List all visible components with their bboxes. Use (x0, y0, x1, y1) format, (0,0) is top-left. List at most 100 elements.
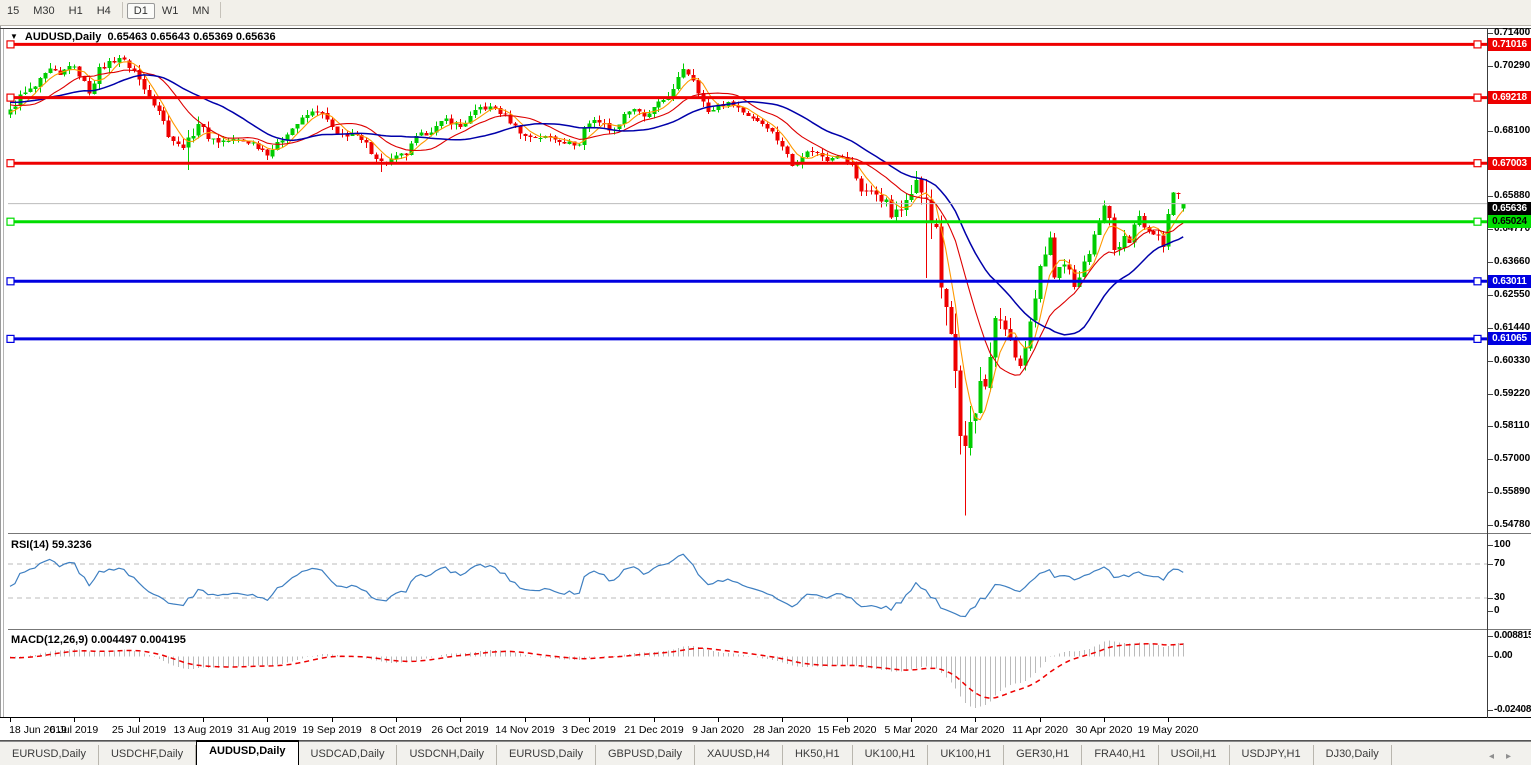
tab-scroll-right-icon[interactable]: ▸ (1505, 751, 1523, 762)
price-tick-label: 0.68100 (1494, 125, 1531, 136)
chart-tab-usdjpy-h1[interactable]: USDJPY,H1 (1230, 745, 1314, 765)
price-tick (1488, 33, 1493, 34)
price-tick (1488, 426, 1493, 427)
toolbar-separator (121, 1, 123, 18)
time-tick-label: 15 Feb 2020 (817, 724, 877, 736)
macd-label: MACD(12,26,9) 0.004497 0.004195 (11, 634, 186, 646)
hline-anchor-marker[interactable] (6, 93, 15, 102)
timeframe-button-h4[interactable]: H4 (96, 5, 111, 17)
time-tick-label: 31 Aug 2019 (237, 724, 297, 736)
hline-anchor-marker[interactable] (1473, 277, 1482, 286)
price-tick-label: 0.57000 (1494, 453, 1531, 464)
price-level-badge: 0.61065 (1488, 332, 1531, 345)
macd-scale-label: 0.008815 (1494, 630, 1531, 641)
time-tick (1040, 718, 1041, 722)
timeframe-button-15[interactable]: 15 (7, 5, 20, 17)
chart-title: ▼ AUDUSD,Daily 0.65463 0.65643 0.65369 0.… (10, 31, 276, 43)
time-tick (782, 718, 783, 722)
rsi-scale-tick (1488, 545, 1493, 546)
chart-tab-xauusd-h4[interactable]: XAUUSD,H4 (695, 745, 783, 765)
time-tick (1168, 718, 1169, 722)
time-tick-label: 13 Aug 2019 (173, 724, 233, 736)
hline-anchor-marker[interactable] (1473, 93, 1482, 102)
rsi-line (9, 553, 1184, 618)
time-tick-label: 21 Dec 2019 (624, 724, 684, 736)
time-tick-label: 5 Mar 2020 (884, 724, 938, 736)
rsi-scale-label: 70 (1494, 558, 1506, 569)
time-tick-label: 11 Apr 2020 (1012, 724, 1068, 736)
macd-scale-label: 0.00 (1494, 650, 1513, 661)
time-tick (718, 718, 719, 722)
macd-scale-tick (1488, 710, 1493, 711)
timeframe-button-mn[interactable]: MN (192, 5, 210, 17)
current-price-badge: 0.65636 (1488, 202, 1531, 215)
price-tick-label: 0.64770 (1494, 223, 1531, 234)
hline-anchor-marker[interactable] (6, 40, 15, 49)
price-tick-label: 0.62550 (1494, 289, 1531, 300)
chart-tab-eurusd-daily[interactable]: EURUSD,Daily (0, 745, 99, 765)
time-tick (847, 718, 848, 722)
chart-tab-ger30-h1[interactable]: GER30,H1 (1004, 745, 1083, 765)
time-tick-label: 26 Oct 2019 (431, 724, 489, 736)
time-tick-label: 9 Jan 2020 (692, 724, 744, 736)
ma-slow-line (10, 74, 1184, 336)
window-border (0, 26, 1, 740)
rsi-scale-label: 30 (1494, 592, 1506, 603)
price-level-badge: 0.67003 (1488, 157, 1531, 170)
rsi-scale-tick (1488, 564, 1493, 565)
macd-scale-tick (1488, 656, 1493, 657)
timeframe-button-m30[interactable]: M30 (33, 5, 55, 17)
time-tick-label: 19 Sep 2019 (302, 724, 362, 736)
chart-tab-uk100-h1[interactable]: UK100,H1 (928, 745, 1005, 765)
macd-histogram (10, 640, 1184, 708)
price-tick (1488, 66, 1493, 67)
rsi-scale-label: 0 (1494, 605, 1500, 616)
chart-tab-usdchf-daily[interactable]: USDCHF,Daily (99, 745, 197, 765)
chart-tab-usdcnh-daily[interactable]: USDCNH,Daily (397, 745, 498, 765)
chart-tab-audusd-daily[interactable]: AUDUSD,Daily (196, 740, 299, 765)
chart-tab-gbpusd-daily[interactable]: GBPUSD,Daily (596, 745, 695, 765)
hline-anchor-marker[interactable] (1473, 159, 1482, 168)
chart-tab-usdcad-daily[interactable]: USDCAD,Daily (299, 745, 398, 765)
hline-anchor-marker[interactable] (1473, 334, 1482, 343)
price-tick (1488, 361, 1493, 362)
hline-anchor-marker[interactable] (6, 277, 15, 286)
chart-tab-dj30-daily[interactable]: DJ30,Daily (1314, 745, 1392, 765)
chart-tab-usoil-h1[interactable]: USOil,H1 (1159, 745, 1230, 765)
time-tick (911, 718, 912, 722)
timeframe-button-w1[interactable]: W1 (161, 5, 179, 17)
price-tick (1488, 131, 1493, 132)
timeframe-button-h1[interactable]: H1 (68, 5, 83, 17)
price-tick (1488, 328, 1493, 329)
price-level-badge: 0.65024 (1488, 215, 1531, 228)
time-scale[interactable]: 18 Jun 2019 6 Jul 2019 25 Jul 2019 13 Aug 2… (0, 718, 1531, 740)
hline-anchor-marker[interactable] (1473, 217, 1482, 226)
timeframe-button-d1[interactable]: D1 (126, 3, 155, 19)
tab-scroll-left-icon[interactable]: ◂ (1488, 751, 1506, 762)
time-tick-label: 28 Jan 2020 (753, 724, 811, 736)
macd-scale-tick (1488, 636, 1493, 637)
rsi-scale-tick (1488, 611, 1493, 612)
time-tick (74, 718, 75, 722)
chart-tab-uk100-h1[interactable]: UK100,H1 (853, 745, 929, 765)
rsi-label: RSI(14) 59.3236 (11, 539, 92, 551)
price-tick-label: 0.60330 (1494, 355, 1531, 366)
chart-tab-eurusd-daily[interactable]: EURUSD,Daily (497, 745, 596, 765)
time-tick-label: 19 May 2020 (1137, 724, 1199, 736)
hline-anchor-marker[interactable] (6, 217, 15, 226)
chart-tab-fra40-h1[interactable]: FRA40,H1 (1082, 745, 1159, 765)
chart-tab-hk50-h1[interactable]: HK50,H1 (783, 745, 853, 765)
hline-anchor-marker[interactable] (6, 334, 15, 343)
price-tick-label: 0.58110 (1494, 420, 1530, 431)
price-level-badge: 0.71016 (1488, 38, 1531, 51)
hline-anchor-marker[interactable] (6, 159, 15, 168)
time-tick (589, 718, 590, 722)
time-tick-label: 30 Apr 2020 (1075, 724, 1133, 736)
price-tick-label: 0.54780 (1494, 519, 1531, 530)
hline-anchor-marker[interactable] (1473, 40, 1482, 49)
time-tick (203, 718, 204, 722)
chevron-down-icon[interactable]: ▼ (10, 32, 18, 41)
time-tick (654, 718, 655, 722)
